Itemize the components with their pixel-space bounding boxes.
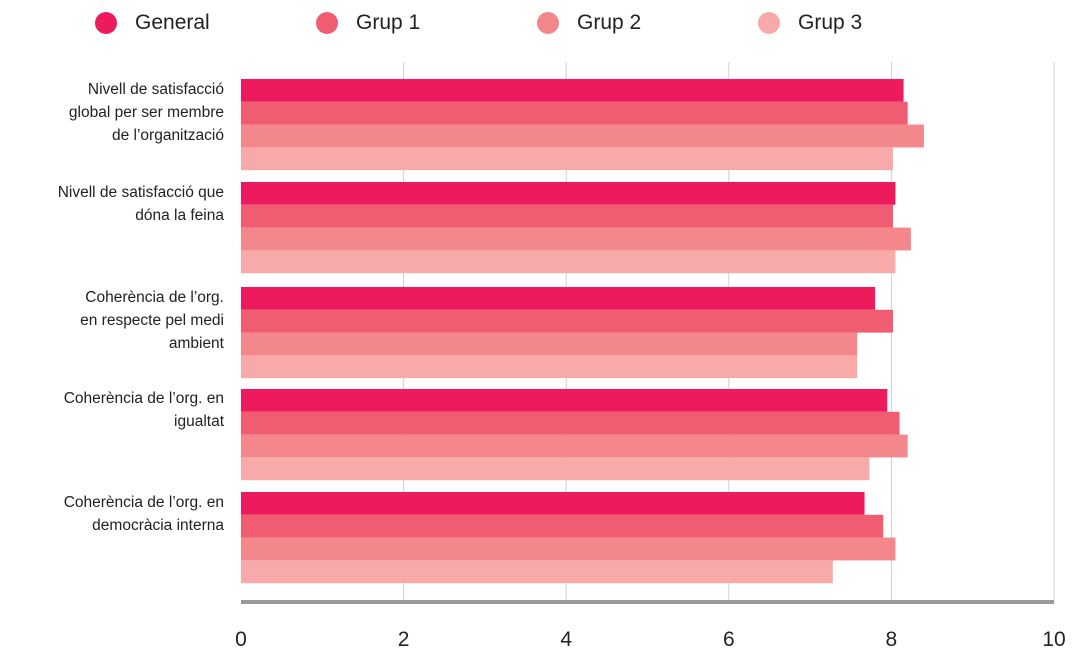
x-tick-label-6: 6 [723, 628, 735, 651]
bar-grup-3-cat5 [241, 560, 833, 584]
legend-label: Grup 1 [356, 11, 421, 34]
legend-label: General [135, 11, 210, 34]
category-label-satisfaccio-global: Nivell de satisfacció global per ser mem… [0, 78, 224, 147]
category-label-line: Coherència de l’org. [85, 289, 224, 306]
bar-grup-1-cat4 [241, 411, 900, 435]
x-tick-label-8: 8 [886, 628, 898, 651]
bar-grup-1-cat1 [241, 101, 908, 125]
legend: General Grup 1 Grup 2 Grup 3 [0, 0, 1072, 50]
legend-item-grup-3: Grup 3 [758, 8, 862, 38]
bar-grup-1-cat2 [241, 204, 894, 228]
bar-grup-3-cat1 [241, 147, 894, 171]
bar-general-cat3 [241, 287, 876, 310]
category-label-line: igualtat [174, 413, 224, 430]
category-label-line: global per ser membre [68, 104, 224, 121]
bar-grup-2-cat1 [241, 124, 924, 148]
bar-grup-2-cat5 [241, 537, 896, 561]
x-tick-label-2: 2 [398, 628, 410, 651]
category-label-line: Coherència de l’org. en [63, 494, 224, 511]
bar-general-cat5 [241, 492, 865, 515]
category-label-igualtat: Coherència de l’org. en igualtat [0, 387, 224, 433]
category-label-democracia-interna: Coherència de l’org. en democràcia inter… [0, 491, 224, 537]
legend-label: Grup 3 [798, 11, 863, 34]
bar-grup-1-cat5 [241, 514, 884, 538]
bar-grup-3-cat4 [241, 457, 870, 481]
x-tick-label-10: 10 [1042, 628, 1065, 651]
category-label-line: dóna la feina [135, 207, 224, 224]
category-label-line: Coherència de l’org. en [63, 390, 224, 407]
legend-label: Grup 2 [577, 11, 642, 34]
bar-grup-2-cat3 [241, 332, 858, 356]
bar-grup-3-cat2 [241, 250, 896, 274]
bar-general-cat1 [241, 79, 904, 102]
category-label-line: democràcia interna [92, 517, 224, 534]
legend-item-general: General [95, 8, 210, 38]
bar-grup-2-cat2 [241, 227, 911, 251]
bar-grup-3-cat3 [241, 355, 858, 379]
legend-swatch [95, 12, 117, 34]
bar-grup-1-cat3 [241, 309, 894, 333]
category-label-medi-ambient: Coherència de l’org. en respecte pel med… [0, 286, 224, 355]
legend-swatch [316, 12, 338, 34]
category-label-line: en respecte pel medi [80, 312, 224, 329]
x-tick-label-0: 0 [235, 628, 247, 651]
category-label-line: de l’organització [111, 127, 224, 144]
legend-item-grup-1: Grup 1 [316, 8, 420, 38]
x-tick-label-4: 4 [560, 628, 572, 651]
legend-swatch [537, 12, 559, 34]
bar-grup-2-cat4 [241, 434, 908, 458]
category-label-line: Nivell de satisfacció [87, 81, 224, 98]
category-label-satisfaccio-feina: Nivell de satisfacció que dóna la feina [0, 181, 224, 227]
legend-swatch [758, 12, 780, 34]
bars [241, 79, 924, 584]
x-axis: 0 2 4 6 8 10 [235, 600, 1066, 651]
category-label-line: ambient [168, 335, 224, 352]
category-label-line: Nivell de satisfacció que [57, 184, 224, 201]
bar-general-cat4 [241, 389, 888, 412]
bar-general-cat2 [241, 182, 896, 205]
legend-item-grup-2: Grup 2 [537, 8, 641, 38]
